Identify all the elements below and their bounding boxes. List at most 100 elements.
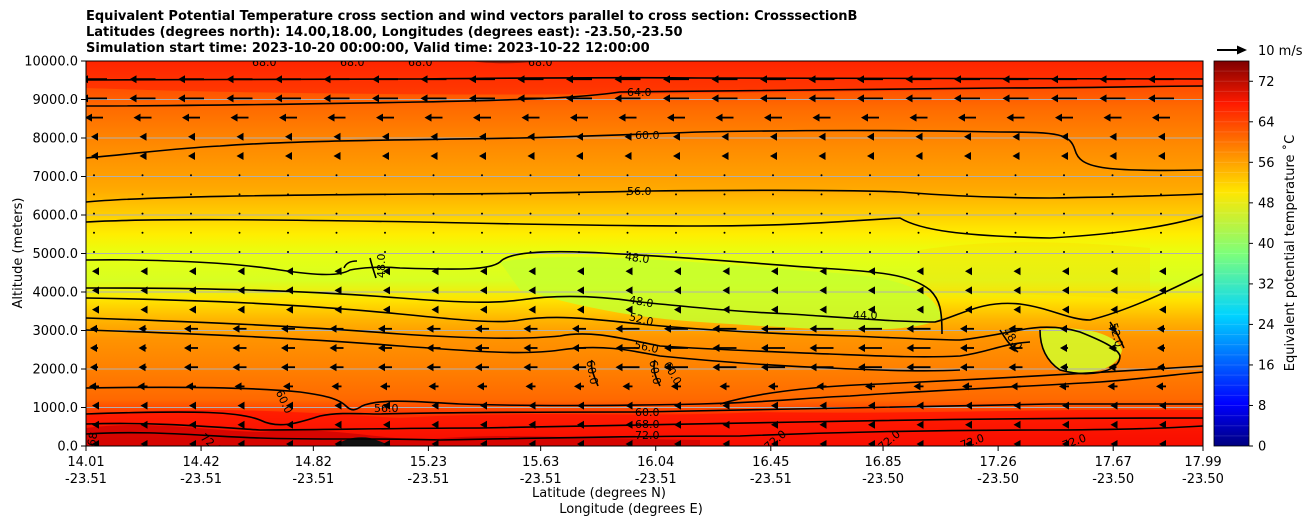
wind-vector	[432, 193, 435, 196]
x-tick-label-latitude: 14.42	[182, 455, 219, 470]
wind-vector	[286, 401, 293, 410]
wind-vector	[578, 231, 580, 234]
wind-vector	[431, 420, 439, 429]
contour-line	[343, 260, 358, 269]
wind-vector	[626, 174, 629, 177]
wind-vector	[1060, 344, 1068, 352]
wind-vector	[721, 152, 729, 160]
wind-vector	[333, 132, 341, 141]
wind-vector	[858, 363, 882, 372]
wind-vector	[479, 132, 486, 141]
wind-vector	[711, 75, 738, 84]
wind-vector	[473, 113, 491, 122]
wind-vector	[1051, 94, 1077, 103]
wind-vector	[1110, 420, 1118, 429]
wind-vector	[376, 113, 394, 122]
wind-vector	[722, 440, 730, 446]
wind-vector	[529, 193, 532, 196]
contour-label: 48.0	[628, 293, 654, 310]
x-axis-label-longitude: Longitude (degrees E)	[559, 502, 703, 517]
wind-vector	[1063, 212, 1065, 215]
wind-vector	[819, 401, 827, 410]
wind-vector	[91, 152, 98, 160]
wind-vector	[529, 251, 532, 253]
wind-vector	[469, 94, 495, 103]
wind-vector	[819, 286, 827, 295]
wind-vector	[275, 75, 301, 84]
wind-vector	[287, 251, 289, 253]
contour-label: 64.0	[627, 86, 652, 99]
wind-vector	[674, 420, 681, 429]
wind-vector	[528, 420, 536, 429]
wind-vector	[481, 231, 483, 234]
wind-vector	[962, 382, 972, 391]
wind-vector	[286, 420, 293, 429]
wind-vector	[771, 420, 778, 429]
wind-vector	[674, 401, 681, 410]
contour-label: 68.0	[252, 56, 277, 69]
wind-vector	[819, 267, 827, 276]
wind-vector	[384, 174, 386, 177]
wind-vector	[761, 324, 785, 333]
wind-vector	[674, 267, 681, 276]
wind-vector	[578, 251, 580, 253]
wind-vector	[232, 324, 247, 333]
wind-vector	[1006, 113, 1025, 122]
wind-vector	[572, 324, 586, 333]
wind-vector	[1062, 267, 1069, 276]
contour-label: 60.0	[583, 359, 600, 385]
wind-vector	[966, 174, 968, 177]
wind-vector	[334, 440, 342, 446]
wind-vector	[481, 212, 483, 215]
x-tick-label-latitude: 17.67	[1095, 455, 1132, 470]
x-tick-label-latitude: 16.45	[752, 455, 789, 470]
wind-vector	[138, 344, 147, 352]
wind-vector	[523, 344, 538, 352]
wind-vector	[768, 382, 778, 391]
wind-vector	[1108, 363, 1117, 372]
wind-vector	[772, 251, 774, 253]
wind-vector	[965, 267, 972, 276]
wind-vector	[664, 363, 688, 372]
wind-vector	[816, 382, 827, 391]
wind-vector	[626, 251, 629, 253]
wind-vector	[761, 363, 785, 372]
colorbar-tick-label: 0	[1258, 440, 1266, 455]
wind-vector	[625, 420, 633, 429]
wind-vector	[808, 75, 835, 84]
x-tick-label-latitude: 17.26	[980, 455, 1017, 470]
wind-vector	[674, 305, 681, 314]
wind-vector	[960, 344, 974, 352]
wind-vector	[625, 401, 633, 410]
wind-vector	[667, 113, 685, 122]
wind-vector	[906, 344, 931, 352]
wind-vector	[722, 401, 730, 410]
wind-vector	[771, 440, 778, 446]
wind-vector	[335, 212, 338, 215]
wind-vector	[917, 212, 920, 215]
wind-vector	[1014, 231, 1017, 234]
wind-vector	[721, 132, 729, 141]
contour-line	[86, 417, 1203, 431]
wind-vector	[578, 212, 580, 215]
contour-labels: 68.0 68.0 68.0 68.0 64.0 60.0 56.0 48.0 …	[86, 56, 1126, 446]
wind-vector	[190, 212, 192, 215]
colorbar: 0 8 16 24 32 40 48 56 64 72 Equivalent potential …	[1213, 60, 1298, 455]
wind-vector	[372, 75, 398, 84]
wind-vector	[287, 212, 289, 215]
contour-label: 60.0	[635, 129, 660, 142]
y-tick-label: 5000.0	[33, 247, 79, 262]
wind-vector	[384, 251, 386, 253]
colorbar-tick-label: 8	[1258, 399, 1266, 414]
x-tick-label-longitude: -23.50	[1182, 472, 1224, 487]
wind-vector	[812, 113, 831, 122]
wind-vector	[140, 401, 148, 410]
wind-vector	[1152, 113, 1170, 122]
wind-vector	[1159, 401, 1166, 410]
contour-label: 60.0	[646, 359, 663, 385]
wind-vector	[772, 231, 774, 234]
wind-vector	[286, 440, 293, 446]
wind-vector	[771, 401, 778, 410]
wind-vector	[90, 324, 98, 333]
colorbar-ticks: 0 8 16 24 32 40 48 56 64 72	[1249, 75, 1275, 455]
